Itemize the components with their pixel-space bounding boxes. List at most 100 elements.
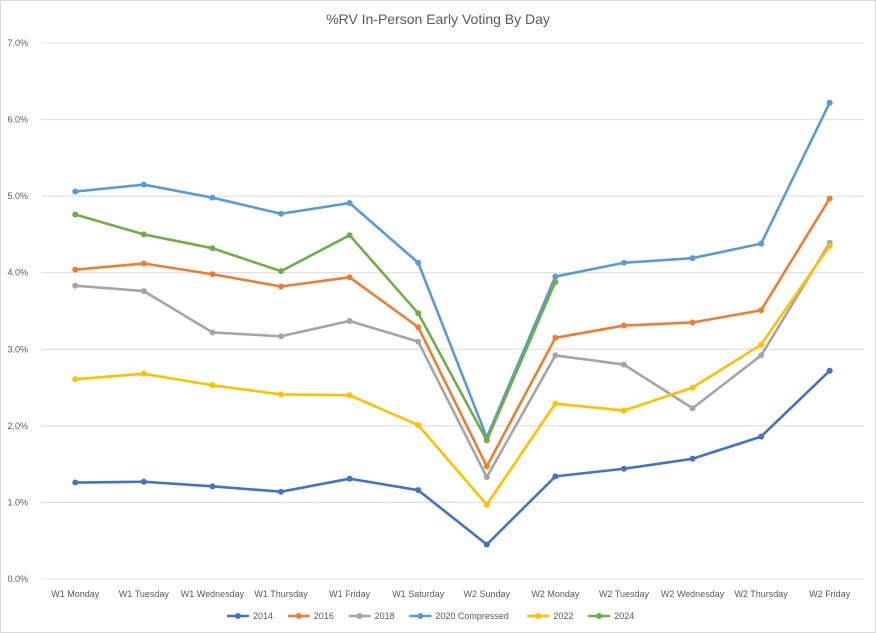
x-tick-label: W2 Wednesday <box>661 589 725 599</box>
data-point <box>140 260 147 267</box>
x-tick-label: W2 Thursday <box>734 589 788 599</box>
legend-swatch-marker <box>235 613 241 619</box>
data-point <box>758 240 765 247</box>
data-point <box>209 382 216 389</box>
data-point <box>483 501 490 508</box>
y-tick-label: 0.0% <box>7 574 28 584</box>
data-point <box>758 352 765 359</box>
series-2022 <box>72 242 833 508</box>
data-point <box>72 282 79 289</box>
data-point <box>826 195 833 202</box>
data-point <box>209 271 216 278</box>
series-2020-compressed <box>72 99 833 441</box>
legend-label: 2020 Compressed <box>435 611 509 621</box>
legend-label: 2016 <box>314 611 334 621</box>
data-point <box>483 463 490 470</box>
data-point <box>72 188 79 195</box>
data-point <box>72 211 79 218</box>
y-tick-label: 1.0% <box>7 497 28 507</box>
data-point <box>278 268 285 275</box>
series-line <box>75 102 831 439</box>
x-axis-tick-labels: W1 Monday W1 Tuesday W1 Wednesday W1 Thursd… <box>51 589 850 599</box>
data-point <box>689 384 696 391</box>
data-point <box>552 334 559 341</box>
data-point <box>758 341 765 348</box>
series-line <box>75 369 831 546</box>
data-point <box>346 200 353 207</box>
data-point <box>552 400 559 407</box>
legend-item: 2016 <box>287 611 334 621</box>
series-2024 <box>72 211 559 444</box>
data-point <box>620 259 627 266</box>
data-point <box>140 370 147 377</box>
data-point <box>483 541 490 548</box>
legend-item: 2022 <box>527 611 573 621</box>
y-tick-label: 7.0% <box>7 38 28 48</box>
x-tick-label: W1 Monday <box>51 589 100 599</box>
data-point <box>346 274 353 281</box>
legend-item: 2020 Compressed <box>409 611 509 621</box>
x-tick-label: W1 Wednesday <box>181 589 245 599</box>
series-line <box>74 213 557 442</box>
data-point <box>415 259 422 266</box>
legend-label: 2014 <box>253 611 273 621</box>
data-point <box>278 283 285 290</box>
data-point <box>209 245 216 252</box>
data-point <box>346 317 353 324</box>
data-point <box>415 324 422 331</box>
data-point <box>483 437 490 444</box>
data-point <box>209 194 216 201</box>
series-2016 <box>72 195 833 470</box>
y-tick-label: 5.0% <box>7 191 28 201</box>
legend: 2014 2016 2018 2020 Compressed 2022 2024 <box>227 611 634 621</box>
data-point <box>552 473 559 480</box>
data-point <box>552 273 559 280</box>
data-point <box>758 307 765 314</box>
legend-item: 2024 <box>588 611 634 621</box>
data-point <box>72 376 79 383</box>
data-point <box>620 465 627 472</box>
data-point <box>758 433 765 440</box>
x-tick-label: W1 Friday <box>329 589 371 599</box>
legend-swatch-marker <box>535 613 542 619</box>
legend-swatch-marker <box>417 613 424 619</box>
series-line <box>75 242 831 479</box>
x-tick-label: W2 Tuesday <box>599 589 650 599</box>
legend-item: 2018 <box>348 611 395 621</box>
legend-swatch-marker <box>295 613 302 619</box>
data-point <box>140 231 147 238</box>
data-point <box>72 266 79 273</box>
x-tick-label: W1 Thursday <box>254 589 308 599</box>
data-point <box>826 99 833 106</box>
data-point <box>278 210 285 217</box>
x-tick-label: W2 Sunday <box>464 589 511 599</box>
x-tick-label: W1 Tuesday <box>119 589 170 599</box>
data-point <box>278 391 285 398</box>
data-point <box>552 352 559 359</box>
data-point <box>346 232 353 239</box>
legend-swatch-marker <box>596 613 603 619</box>
data-point <box>415 338 422 345</box>
data-point <box>140 478 147 485</box>
data-point <box>209 329 216 336</box>
y-tick-label: 3.0% <box>7 344 28 354</box>
series-lines <box>72 99 833 548</box>
data-point <box>689 255 696 262</box>
legend-item: 2014 <box>227 611 273 621</box>
legend-label: 2024 <box>614 611 634 621</box>
x-tick-label: W1 Saturday <box>392 589 445 599</box>
data-point <box>620 322 627 329</box>
y-tick-label: 6.0% <box>7 115 28 125</box>
data-point <box>826 242 833 249</box>
data-point <box>689 405 696 412</box>
y-tick-label: 2.0% <box>7 421 28 431</box>
legend-swatch-marker <box>356 613 363 619</box>
gridlines <box>41 42 864 580</box>
data-point <box>140 181 147 188</box>
chart-title: %RV In-Person Early Voting By Day <box>326 11 550 27</box>
data-point <box>278 333 285 340</box>
data-point <box>209 483 216 490</box>
data-point <box>346 392 353 399</box>
data-point <box>72 479 79 486</box>
